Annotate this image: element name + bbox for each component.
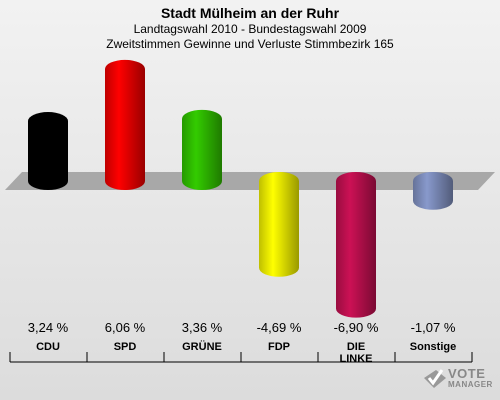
logo-word-vote: VOTE	[448, 366, 486, 381]
category-axis	[9, 352, 473, 363]
value-label: -6,90 %	[334, 320, 379, 335]
logo-word-manager: MANAGER	[448, 380, 493, 389]
title-block: Stadt Mülheim an der Ruhr Landtagswahl 2…	[0, 0, 500, 52]
value-label: -1,07 %	[411, 320, 456, 335]
bar-sonstige	[413, 172, 453, 210]
bars-layer	[28, 59, 453, 318]
bar-body	[28, 112, 68, 190]
bar-body	[182, 109, 222, 190]
bar-body	[413, 172, 453, 210]
value-label: 3,24 %	[28, 320, 69, 335]
ballot-check-icon	[424, 369, 446, 388]
value-label: 6,06 %	[105, 320, 146, 335]
bar-spd	[105, 59, 145, 190]
category-label: LINKE	[340, 353, 373, 365]
vote-manager-logo: VOTE MANAGER	[422, 364, 492, 394]
labels-layer: 3,24 % CDU 6,06 % SPD 3,36 % GRÜNE -4,69 % FDP -…	[28, 320, 456, 365]
bar-cdu	[28, 112, 68, 190]
chart-subtitle-1: Landtagswahl 2010 - Bundestagswahl 2009	[133, 22, 367, 36]
bar-body	[259, 172, 299, 277]
category-label: SPD	[114, 341, 137, 353]
chart-subtitle-2: Zweitstimmen Gewinne und Verluste Stimmb…	[106, 37, 394, 51]
bar-grüne	[182, 109, 222, 190]
bar-body	[336, 172, 376, 318]
category-label: GRÜNE	[182, 340, 222, 353]
bar-die-linke	[336, 172, 376, 318]
category-label: DIE	[347, 341, 365, 353]
value-label: -4,69 %	[257, 320, 302, 335]
category-label: CDU	[36, 341, 60, 353]
category-label: FDP	[268, 341, 290, 353]
category-label: Sonstige	[410, 341, 456, 353]
value-label: 3,36 %	[182, 320, 223, 335]
chart-title: Stadt Mülheim an der Ruhr	[160, 5, 340, 21]
bar-fdp	[259, 172, 299, 277]
bar-body	[105, 59, 145, 190]
